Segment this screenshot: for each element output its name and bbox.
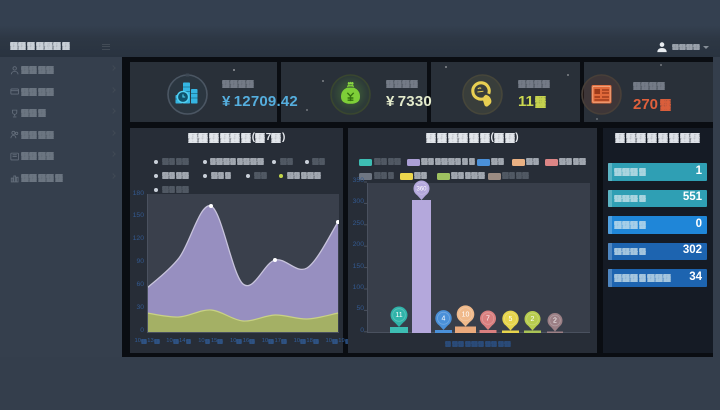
svg-text:2: 2 (553, 318, 557, 325)
svg-text:10: 10 (462, 311, 470, 318)
svg-text:4: 4 (442, 316, 446, 323)
svg-text:2: 2 (531, 316, 535, 323)
svg-text:11: 11 (395, 312, 402, 319)
svg-text:360: 360 (416, 187, 427, 193)
svg-text:7: 7 (486, 316, 490, 323)
svg-text:5: 5 (509, 316, 513, 323)
